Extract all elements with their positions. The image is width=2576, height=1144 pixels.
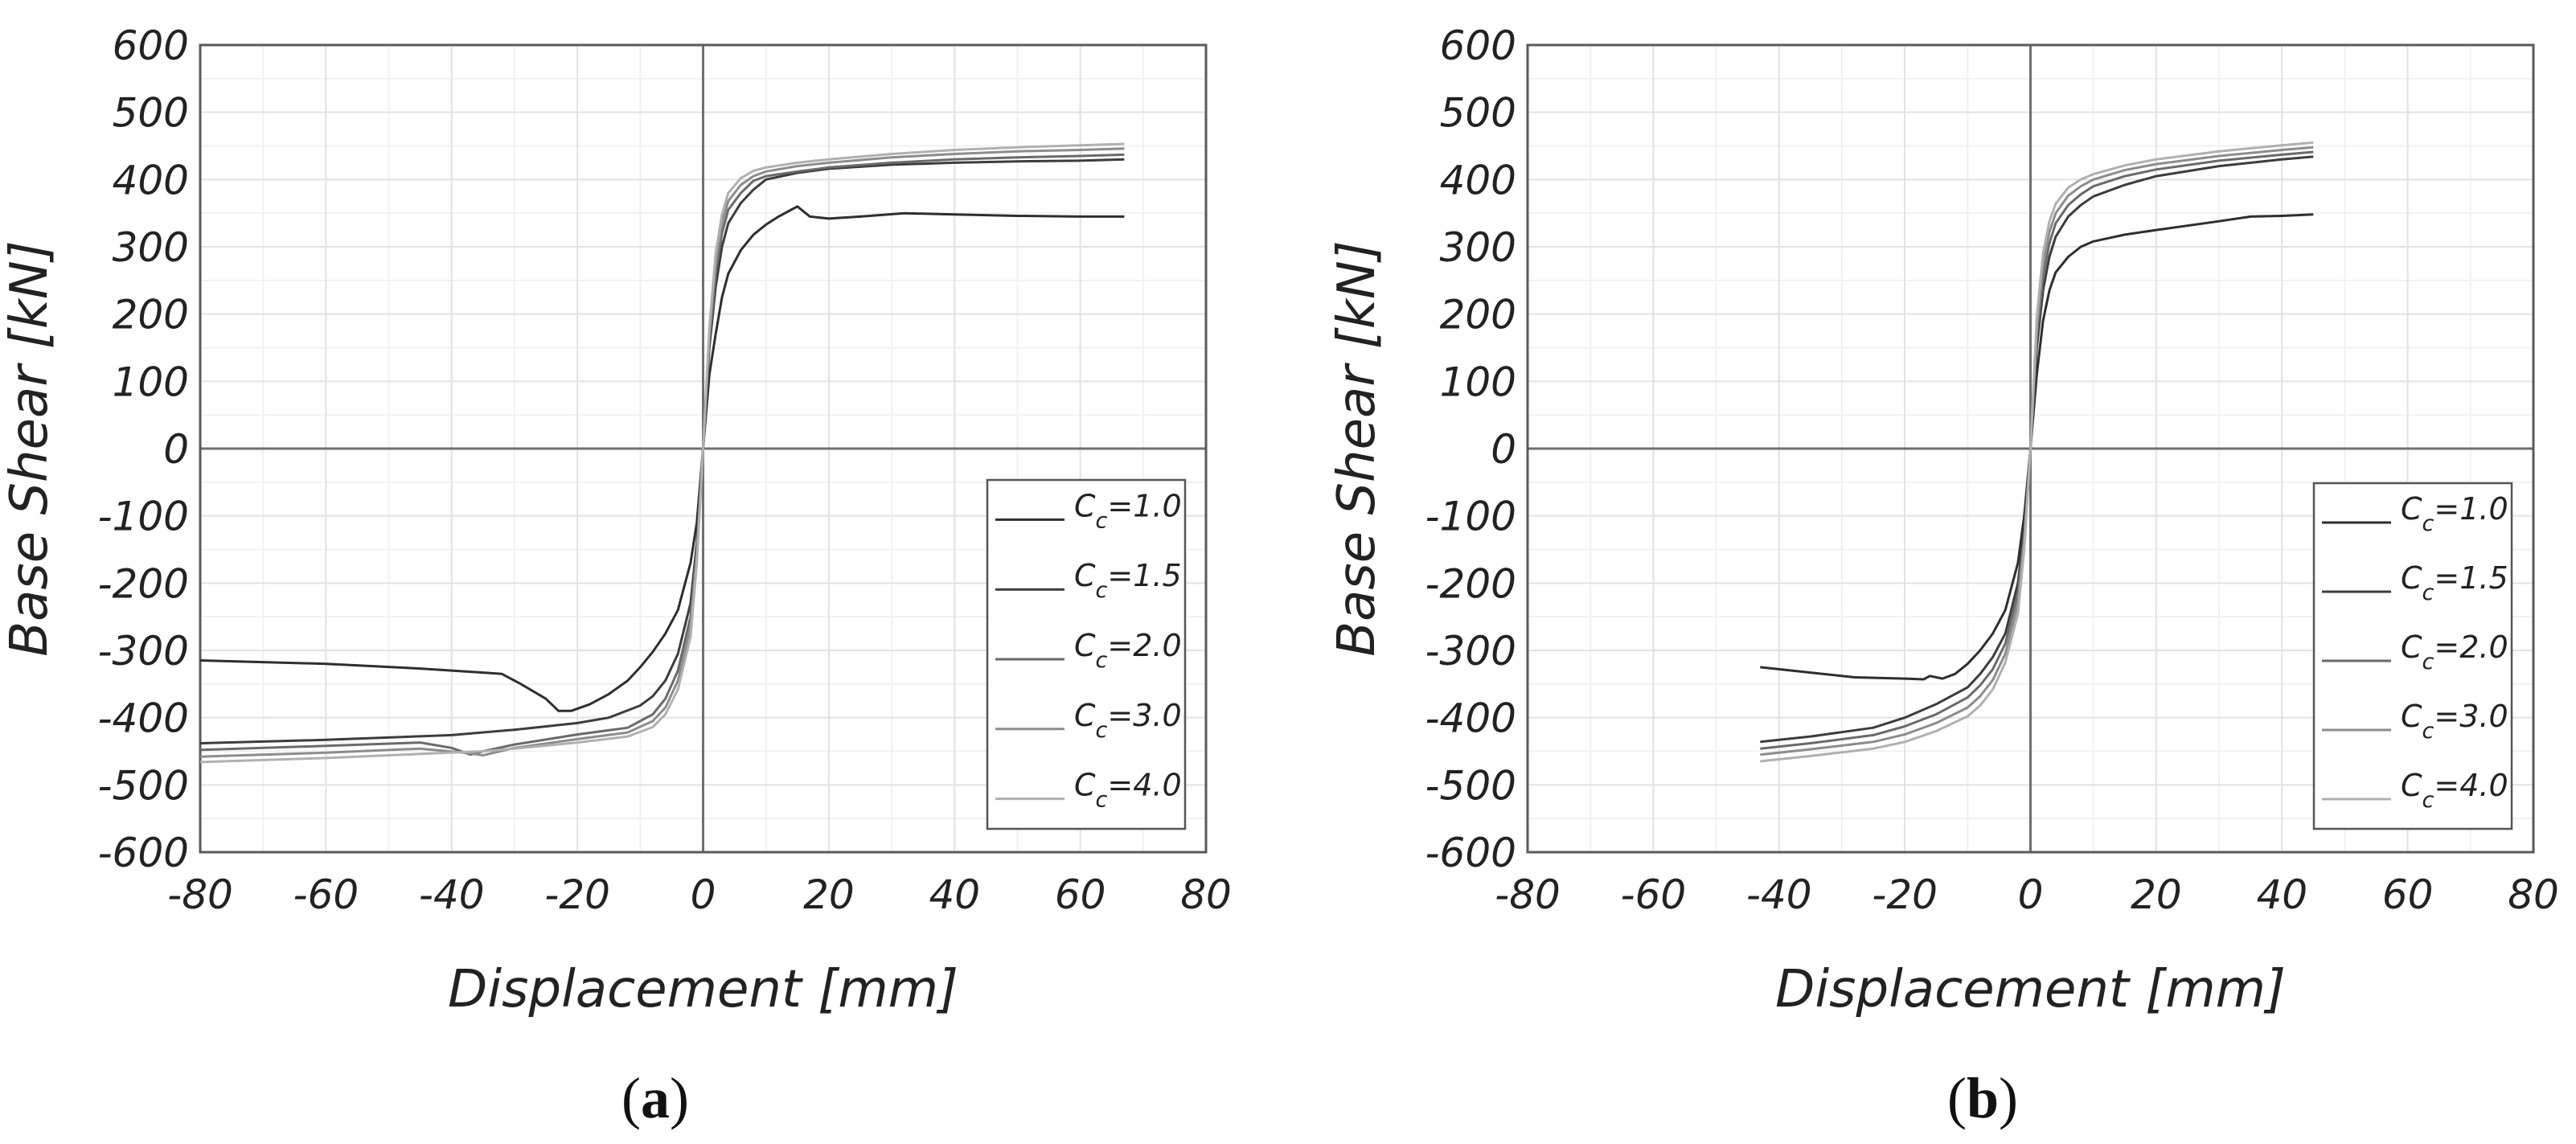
panel-label: (a) [621, 1066, 689, 1130]
y-tick-label: 600 [113, 23, 189, 69]
y-tick-label: 300 [113, 224, 189, 271]
chart-panel-a: -80 -60 -40 -20 0 20 40 60 80-600-500-400-300-20… [0, 23, 1232, 1130]
y-tick-label: -600 [1425, 830, 1516, 876]
x-tick-label: -60 [1621, 871, 1687, 918]
y-tick-label: 600 [1440, 23, 1516, 69]
y-axis-label: Base Shear [kN] [1327, 240, 1387, 657]
legend-entry: Cc=4.0 [2401, 768, 2508, 813]
x-tick-label: -80 [167, 871, 233, 918]
y-tick-label: 300 [1440, 224, 1516, 271]
y-tick-label: -100 [1425, 494, 1516, 540]
x-tick-label: 80 [1180, 871, 1232, 918]
x-tick-label: -80 [1495, 871, 1561, 918]
y-tick-label: 100 [1440, 359, 1516, 405]
legend-entry: Cc=1.0 [2401, 491, 2508, 536]
legend-box [986, 478, 1187, 830]
y-tick-label: -200 [98, 560, 189, 607]
x-tick-label: 60 [1055, 871, 1106, 918]
panel-label: (b) [1947, 1066, 2018, 1130]
x-tick-label: -20 [1872, 871, 1938, 918]
y-tick-label: -400 [98, 695, 189, 742]
legend-entry: Cc=2.0 [1074, 628, 1182, 673]
chart-panel-b: -80 -60 -40 -20 0 20 40 60 80-600-500-400-300-20… [1327, 23, 2559, 1130]
x-tick-label: -40 [1746, 871, 1812, 918]
x-tick-label: 40 [2256, 871, 2307, 918]
y-tick-label: -600 [98, 830, 189, 876]
series-line-1 [199, 205, 1125, 712]
legend-box [2312, 482, 2513, 830]
y-tick-label: -200 [1425, 560, 1516, 607]
x-tick-label: 40 [929, 871, 980, 918]
series-line-1 [1760, 213, 2314, 681]
y-tick-label: -500 [1425, 762, 1516, 809]
x-tick-label: 60 [2382, 871, 2434, 918]
x-tick-label: 20 [2131, 871, 2182, 918]
legend-entry: Cc=2.0 [2401, 629, 2508, 675]
plot-frame [1526, 43, 2535, 854]
y-tick-label: 500 [1440, 90, 1516, 137]
y-tick-label: -400 [1425, 695, 1516, 742]
legend-entry: Cc=1.5 [2401, 560, 2508, 605]
x-tick-label: 80 [2508, 871, 2559, 918]
y-tick-label: 500 [113, 90, 189, 137]
legend-entry: Cc=1.0 [1074, 488, 1182, 533]
y-tick-label: 0 [1491, 426, 1516, 473]
y-tick-label: -300 [98, 628, 189, 675]
x-tick-label: 0 [2018, 871, 2044, 918]
y-tick-label: 400 [113, 157, 189, 203]
y-tick-label: -300 [1425, 628, 1516, 675]
y-tick-label: 100 [113, 359, 189, 405]
y-tick-label: 200 [1440, 292, 1516, 338]
x-axis-label: Displacement [mm] [448, 960, 958, 1019]
legend-entry: Cc=1.5 [1074, 558, 1182, 603]
legend: Cc=1.0 Cc=1.5 Cc=2.0 Cc=3.0 Cc=4.0 [986, 478, 1187, 830]
plot-frame [199, 43, 1208, 854]
x-tick-label: -20 [544, 871, 610, 918]
x-axis-label: Displacement [mm] [1775, 960, 2286, 1019]
series-line-3 [1760, 150, 2314, 750]
x-tick-label: 0 [691, 871, 716, 918]
legend-entry: Cc=3.0 [1074, 698, 1182, 743]
y-tick-label: 200 [113, 292, 189, 338]
x-tick-label: 20 [803, 871, 855, 918]
series-line-5 [199, 142, 1125, 764]
series-line-5 [1760, 141, 2314, 763]
y-tick-label: 400 [1440, 157, 1516, 203]
legend-entry: Cc=4.0 [1074, 768, 1182, 813]
series-line-4 [1760, 146, 2314, 757]
legend: Cc=1.0 Cc=1.5 Cc=2.0 Cc=3.0 Cc=4.0 [2312, 482, 2513, 830]
y-tick-label: -100 [98, 494, 189, 540]
y-tick-label: -500 [98, 762, 189, 809]
x-tick-label: -40 [419, 871, 485, 918]
y-axis-label: Base Shear [kN] [0, 240, 59, 657]
y-tick-label: 0 [163, 426, 189, 473]
legend-entry: Cc=3.0 [2401, 699, 2508, 744]
x-tick-label: -60 [293, 871, 359, 918]
